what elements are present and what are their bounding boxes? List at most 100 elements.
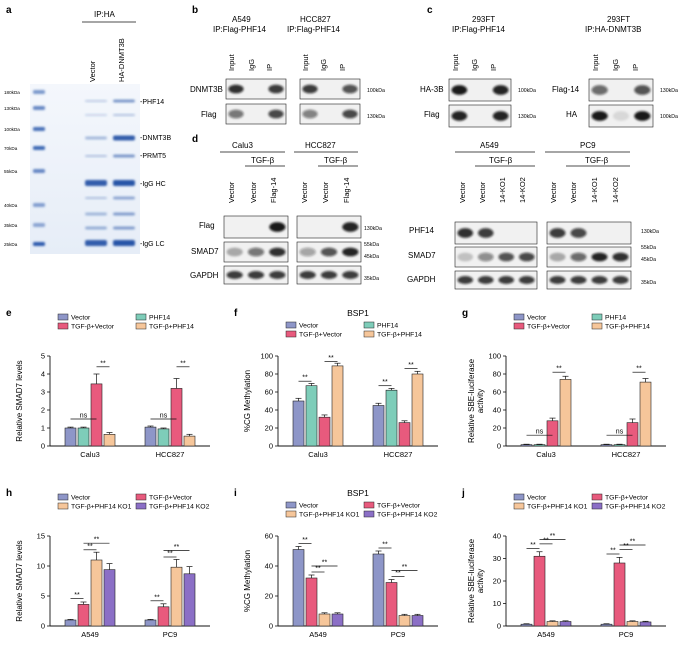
panel-b-mw-100: 100kDa — [367, 88, 385, 94]
sig-label: ** — [74, 592, 80, 599]
blot-d-calu3-gapdh-band — [226, 271, 243, 279]
panel-d-label: d — [192, 134, 198, 145]
panel-d-tgf-2: TGF-β — [324, 156, 348, 165]
blot-b1-flag-band — [268, 109, 284, 119]
blot-d-pc9-smad7-band — [549, 252, 566, 262]
sig-label: ** — [382, 379, 388, 386]
sig-label: ** — [94, 537, 100, 544]
chart-f-title: BSP1 — [347, 308, 369, 318]
y-tick-label: 1 — [41, 424, 45, 433]
legend-swatch — [57, 322, 69, 330]
legend-label: TGF-β+PHF14 KO1 — [299, 512, 360, 519]
y-tick-label: 20 — [265, 424, 273, 433]
vector-lane-band — [85, 226, 107, 230]
panel-c-cell-1: 293FT — [472, 15, 495, 24]
legend-swatch — [363, 510, 375, 518]
panel-c-row-ha: HA — [566, 110, 578, 119]
legend-swatch — [591, 313, 603, 321]
panel-d-mw-130r: 130kDa — [641, 229, 659, 235]
x-tick-label: HCC827 — [156, 450, 185, 459]
blot-d-pc9-smad7 — [546, 246, 632, 268]
bar — [559, 379, 572, 447]
chart-f-label: f — [234, 308, 238, 319]
bar — [292, 400, 305, 447]
blot-b2-dnmt3b-frame — [299, 78, 361, 100]
bar — [639, 621, 652, 627]
blot-c2-flag14-band — [591, 85, 608, 95]
legend-swatch — [57, 493, 69, 501]
legend-swatch — [513, 502, 525, 510]
ladder-40: 40kDa — [4, 203, 18, 208]
x-tick-label: PC9 — [619, 630, 634, 639]
chart-i-label: i — [234, 488, 237, 499]
legend-swatch — [513, 493, 525, 501]
bar — [170, 388, 183, 447]
legend-label: TGF-β+PHF14 KO2 — [605, 504, 666, 511]
blot-d-a549-gapdh — [454, 270, 538, 290]
blot-d-a549-gapdh-band — [457, 276, 474, 284]
panel-d-row-phf14: PHF14 — [409, 226, 434, 235]
panel-d-cell-pc9: PC9 — [580, 141, 596, 150]
sig-label: ns — [80, 413, 88, 420]
bar — [372, 553, 385, 627]
blot-c1-ha3b — [448, 78, 512, 102]
gel-ladder-labels: 180kDa 130kDa 100kDa 70kDa 55kDa 40kDa 3… — [4, 90, 20, 247]
ladder-band — [33, 127, 45, 131]
gel-band-labels: -PHF14 -DNMT3B -PRMT5 -IgG HC -IgG LC — [140, 99, 171, 248]
x-tick-label: HCC827 — [384, 450, 413, 459]
bar — [613, 562, 626, 627]
bar — [559, 621, 572, 627]
panel-d-lane-r6: Vector — [569, 181, 578, 203]
sig-label: ** — [87, 543, 93, 550]
legend-swatch — [285, 501, 297, 509]
panel-d-row-smad7r: SMAD7 — [408, 251, 436, 260]
ladder-25: 25kDa — [4, 242, 18, 247]
x-tick-label: Calu3 — [536, 450, 556, 459]
blot-d-pc9-phf14-band — [549, 228, 566, 238]
bar — [600, 444, 613, 447]
vector-lane-band — [85, 114, 107, 116]
legend-swatch — [591, 502, 603, 510]
y-tick-label: 40 — [493, 532, 501, 541]
ha-lane-band — [113, 114, 135, 116]
panel-d-mw-130: 130kDa — [364, 226, 382, 232]
blot-d-hcc-gapdh-band — [299, 271, 316, 279]
blot-d-a549-gapdh-band — [498, 276, 515, 284]
blot-d-hcc-gapdh — [296, 265, 362, 285]
gel-bands — [33, 90, 135, 246]
bar — [157, 428, 170, 447]
panel-c-mw-130: 130kDa — [518, 114, 536, 120]
panel-c-row-flag: Flag — [424, 110, 440, 119]
chart-i: i BSP1 Vector TGF-β+Vector TGF-β+PHF14 KO1 TG… — [234, 488, 438, 639]
sig-label: ** — [322, 560, 328, 567]
legend-label: Vector — [527, 495, 547, 502]
panel-b-ip-hcc827: IP:Flag-PHF14 — [287, 25, 340, 34]
panel-b-cell-a549: A549 — [232, 15, 251, 24]
panel-c: c 293FT IP:Flag-PHF14 293FT IP:HA-DNMT3B… — [420, 5, 678, 128]
panel-c-lane-input-1: Input — [451, 53, 460, 71]
chart-j: j Vector TGF-β+Vector TGF-β+PHF14 KO1 TGF-β+… — [461, 488, 666, 639]
legend-swatch — [591, 322, 603, 330]
blot-d-pc9-smad7-band — [612, 252, 629, 262]
panel-b-ip-a549: IP:Flag-PHF14 — [213, 25, 266, 34]
bar — [103, 569, 116, 627]
panel-d-lane-l3: Flag-14 — [269, 178, 278, 203]
bar — [77, 604, 90, 627]
x-tick-label: Calu3 — [80, 450, 100, 459]
blot-c1-flag-band — [492, 111, 509, 121]
ladder-band — [33, 203, 45, 207]
legend-swatch — [57, 313, 69, 321]
y-tick-label: 5 — [41, 352, 45, 361]
chart-i-title: BSP1 — [347, 488, 369, 498]
legend-swatch — [57, 502, 69, 510]
legend-label: Vector — [71, 315, 91, 322]
blot-d-calu3-smad7-band — [247, 247, 265, 257]
ha-lane-band — [113, 212, 135, 216]
panel-d-tgf-1: TGF-β — [251, 156, 275, 165]
y-tick-label: 40 — [493, 406, 501, 415]
blot-d-a549-phf14-band — [477, 228, 494, 238]
y-axis-label: Relative SBE-luciferaseactivity — [467, 358, 485, 443]
panel-c-ip-2: IP:HA-DNMT3B — [585, 25, 641, 34]
panel-d-mw-45r: 45kDa — [641, 257, 656, 263]
y-tick-label: 40 — [265, 406, 273, 415]
